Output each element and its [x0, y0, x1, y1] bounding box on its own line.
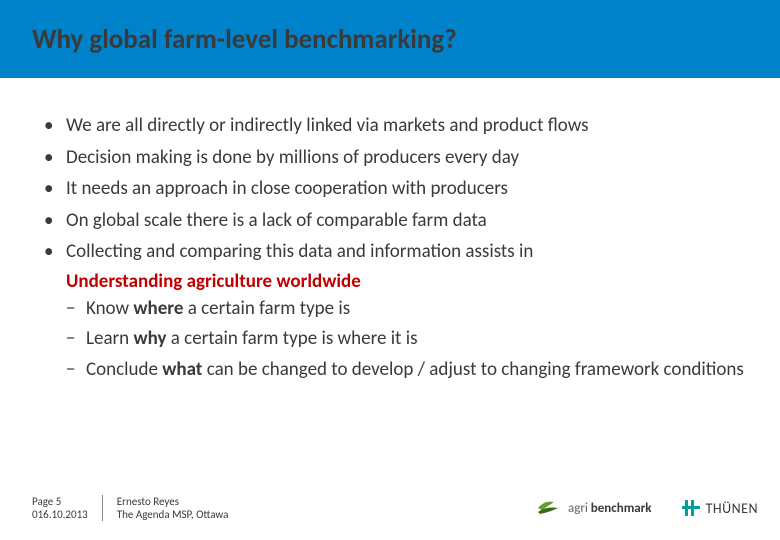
event-name: The Agenda MSP, Ottawa	[117, 508, 229, 522]
agri-logo-text: agri benchmark	[568, 501, 652, 516]
sub-post: a certain farm type is where it is	[166, 327, 417, 350]
footer: Page 5 016.10.2013 Ernesto Reyes The Age…	[32, 495, 758, 523]
sub-pre: Learn	[86, 327, 133, 350]
sub-pre: Know	[86, 297, 133, 320]
sub-item: Conclude what can be changed to develop …	[66, 356, 744, 385]
bullet-item: Collecting and comparing this data and i…	[42, 238, 744, 267]
thunen-icon	[682, 498, 700, 518]
title-bar: Why global farm-level benchmarking?	[0, 0, 780, 78]
sub-list: Know where a certain farm type is Learn …	[42, 295, 744, 385]
footer-left: Page 5 016.10.2013 Ernesto Reyes The Age…	[32, 495, 228, 523]
page-block: Page 5 016.10.2013	[32, 495, 88, 523]
bullet-item: We are all directly or indirectly linked…	[42, 112, 744, 141]
page-date: 016.10.2013	[32, 508, 88, 522]
agri-benchmark-logo: agri benchmark	[536, 498, 652, 518]
emphasis-line: Understanding agriculture worldwide	[42, 270, 744, 293]
sub-bold: what	[162, 358, 202, 381]
footer-right: agri benchmark THÜNEN	[536, 498, 758, 518]
bullet-list: We are all directly or indirectly linked…	[42, 112, 744, 267]
bullet-item: Decision making is done by millions of p…	[42, 144, 744, 173]
bullet-item: It needs an approach in close cooperatio…	[42, 175, 744, 204]
author-block: Ernesto Reyes The Agenda MSP, Ottawa	[117, 495, 229, 523]
thunen-logo: THÜNEN	[682, 498, 758, 518]
sub-item: Know where a certain farm type is	[66, 295, 744, 324]
footer-divider	[102, 495, 103, 521]
author-name: Ernesto Reyes	[117, 495, 229, 509]
agri-dark: benchmark	[591, 501, 652, 516]
content-area: We are all directly or indirectly linked…	[0, 78, 780, 384]
page-number: Page 5	[32, 495, 88, 509]
agri-light: agri	[568, 501, 591, 516]
page-title: Why global farm-level benchmarking?	[32, 23, 457, 56]
sub-bold: why	[133, 327, 166, 350]
sub-post: can be changed to develop / adjust to ch…	[202, 358, 743, 381]
leaf-icon	[536, 498, 562, 518]
sub-bold: where	[133, 297, 183, 320]
bullet-item: On global scale there is a lack of compa…	[42, 207, 744, 236]
sub-post: a certain farm type is	[183, 297, 350, 320]
thunen-logo-text: THÜNEN	[706, 500, 758, 517]
sub-pre: Conclude	[86, 358, 162, 381]
sub-item: Learn why a certain farm type is where i…	[66, 325, 744, 354]
